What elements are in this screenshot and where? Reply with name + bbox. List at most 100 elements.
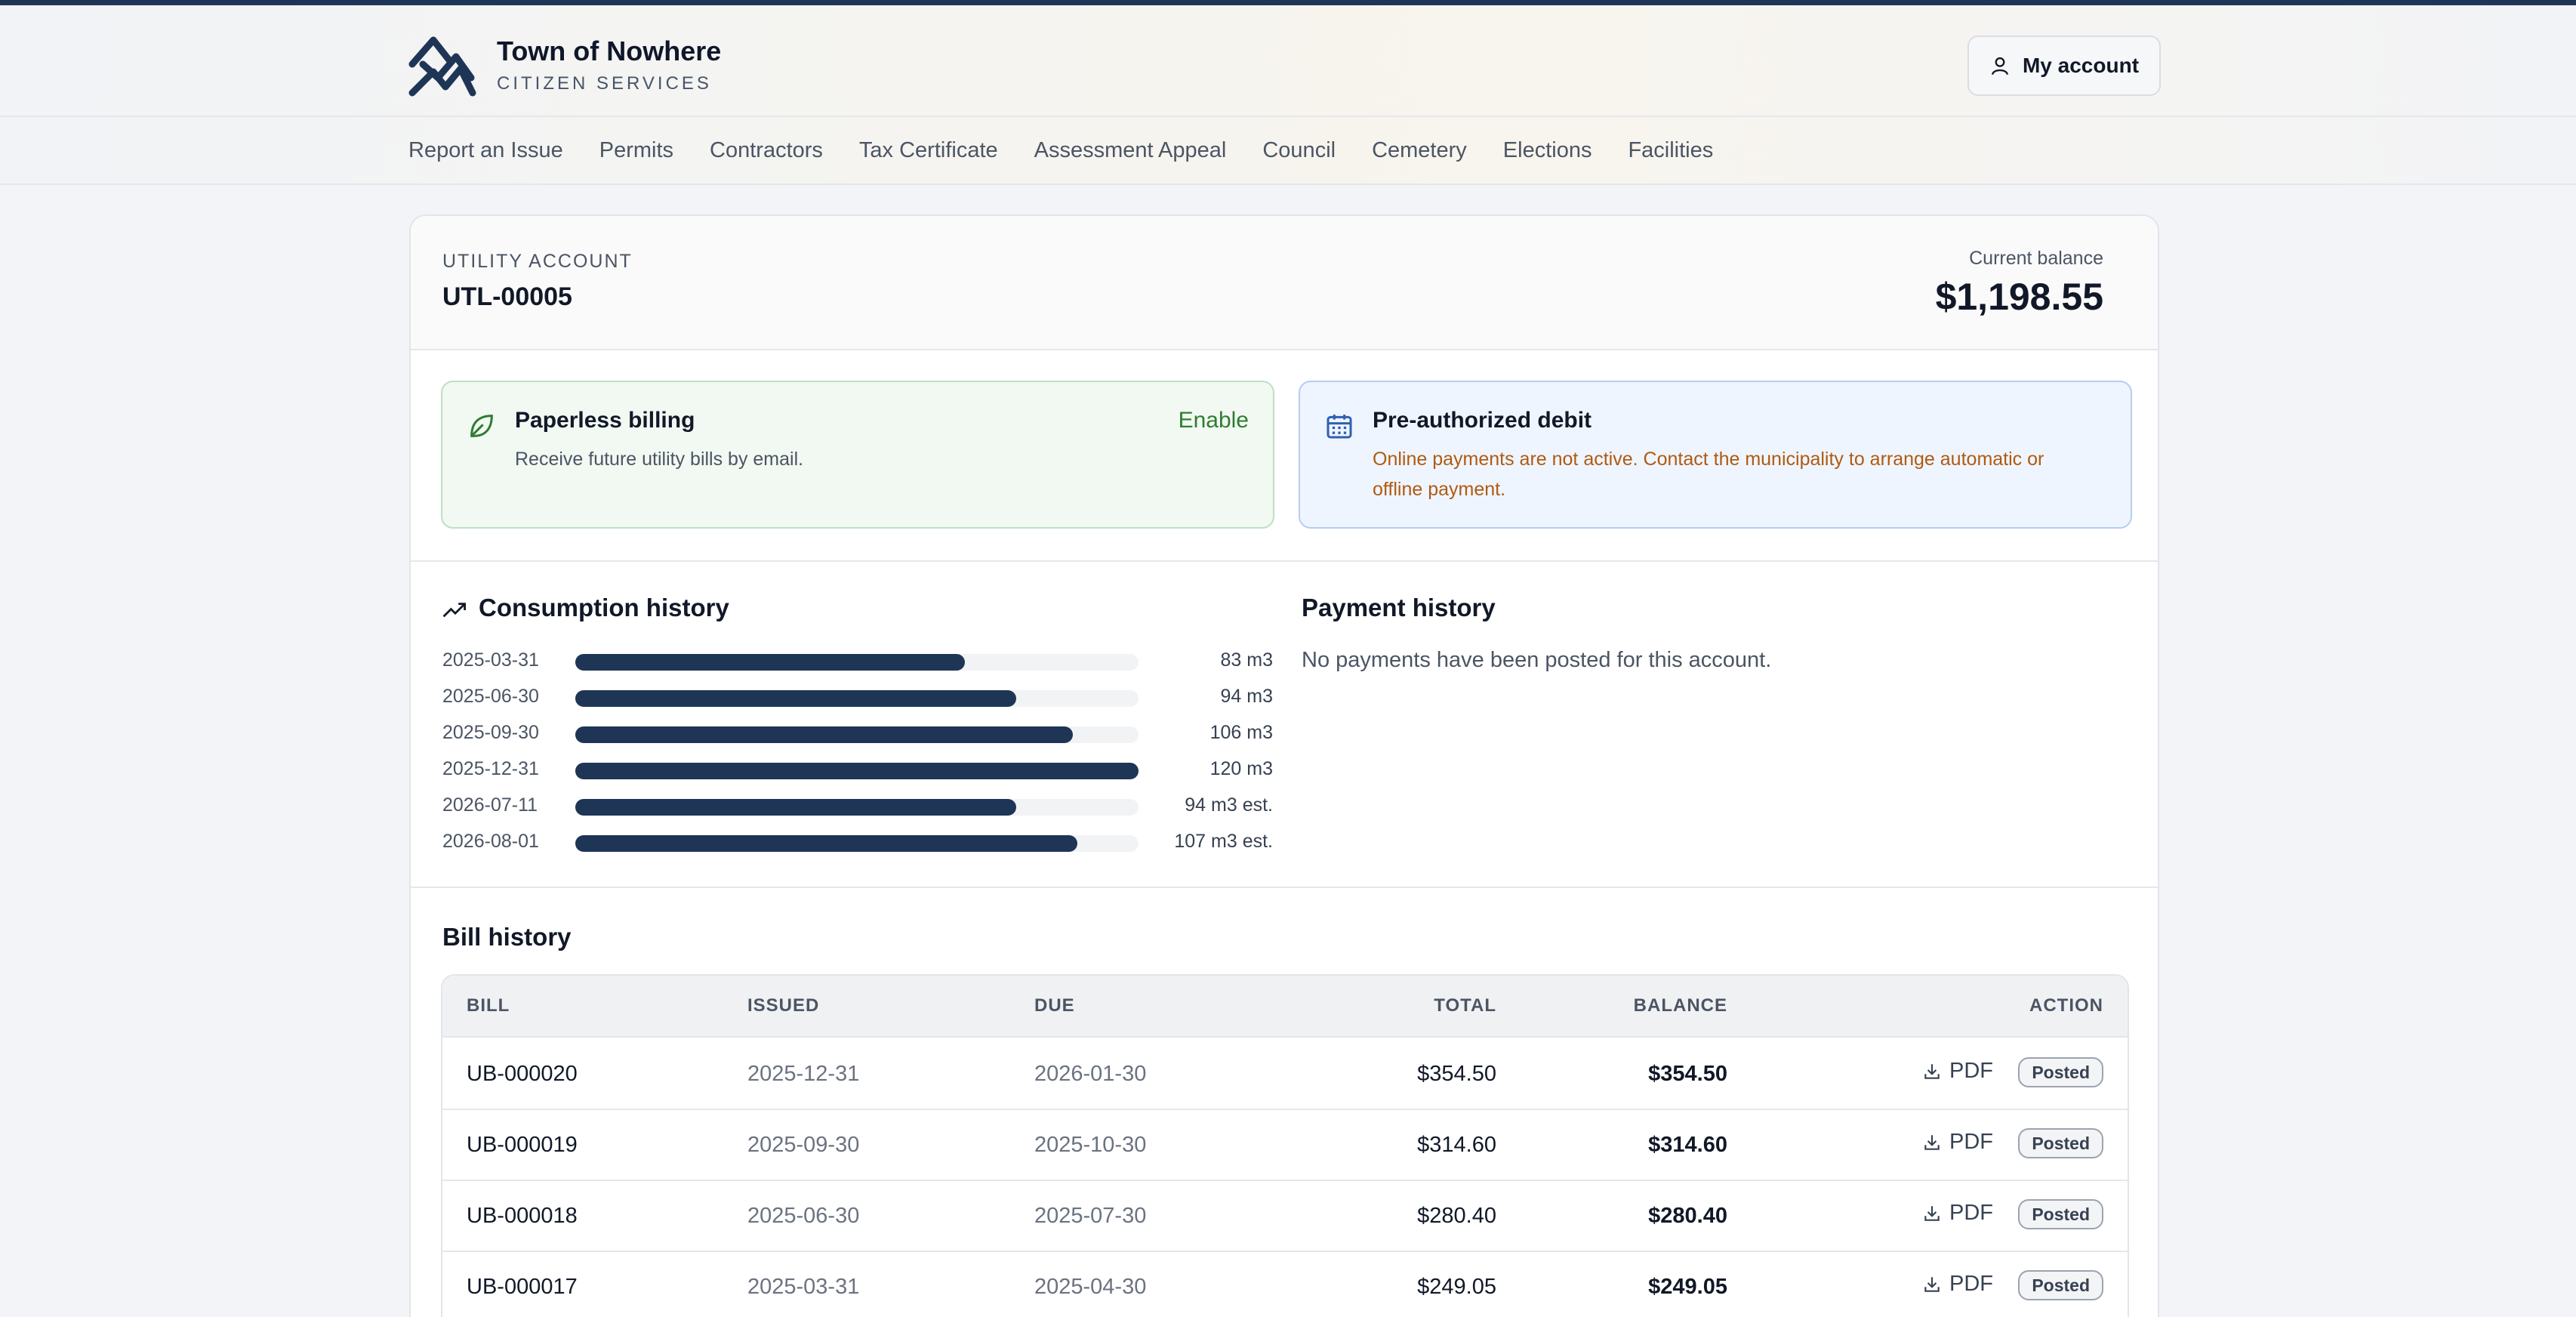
consumption-date: 2025-06-30 (442, 686, 539, 707)
consumption-bar (575, 835, 1077, 852)
status-badge: Posted (2018, 1128, 2103, 1158)
user-icon (1991, 57, 2009, 76)
payment-history-empty: No payments have been posted for this ac… (1302, 648, 1772, 672)
table-row: UB-000017 2025-03-31 2025-04-30 $249.05 $249… (442, 1252, 2128, 1317)
brand-title[interactable]: Town of Nowhere (497, 35, 722, 66)
bill-number[interactable]: UB-000017 (467, 1275, 578, 1299)
consumption-bar (575, 763, 1139, 779)
consumption-row: 2025-03-31 83 m3 (442, 649, 1273, 672)
column-action: ACTION (2029, 995, 2103, 1016)
table-row: UB-000019 2025-09-30 2025-10-30 $314.60 $314… (442, 1110, 2128, 1181)
consumption-date: 2026-07-11 (442, 794, 538, 816)
download-pdf-label: PDF (1949, 1130, 1993, 1154)
consumption-bar (575, 726, 1073, 743)
section-divider (411, 560, 2158, 562)
nav-item-cemetery[interactable]: Cemetery (1372, 137, 1467, 162)
enable-paperless-button[interactable]: Enable (1178, 408, 1249, 433)
consumption-row: 2025-09-30 106 m3 (442, 722, 1273, 745)
table-row: UB-000018 2025-06-30 2025-07-30 $280.40 $280… (442, 1181, 2128, 1252)
bill-number[interactable]: UB-000019 (467, 1133, 578, 1157)
download-icon (1924, 1205, 1940, 1221)
download-pdf-link[interactable]: PDF (1922, 1059, 1993, 1084)
bill-number[interactable]: UB-000018 (467, 1204, 578, 1228)
section-divider (411, 887, 2158, 888)
bill-balance: $354.50 (1648, 1062, 1727, 1086)
current-balance: $1,198.55 (1935, 276, 2103, 318)
consumption-date: 2025-03-31 (442, 649, 539, 671)
bill-due-date: 2025-10-30 (1034, 1133, 1147, 1157)
bill-history-title: Bill history (442, 923, 572, 951)
nav-item-elections[interactable]: Elections (1502, 137, 1592, 162)
bill-number[interactable]: UB-000020 (467, 1062, 578, 1086)
bill-total: $354.50 (1417, 1062, 1496, 1086)
nav-item-permits[interactable]: Permits (599, 137, 674, 162)
table-header: BILL ISSUED DUE TOTAL BALANCE ACTION (442, 976, 2128, 1038)
consumption-bar-track (575, 799, 1139, 816)
column-bill: BILL (467, 995, 510, 1016)
trending-up-icon (442, 603, 466, 618)
consumption-bar-track (575, 763, 1139, 779)
consumption-value: 94 m3 est. (1185, 794, 1273, 816)
consumption-value: 94 m3 (1220, 686, 1273, 707)
consumption-value: 120 m3 (1209, 758, 1273, 779)
consumption-history-title: Consumption history (479, 594, 729, 621)
bill-balance: $314.60 (1648, 1133, 1727, 1157)
consumption-bar-track (575, 726, 1139, 743)
consumption-bar (575, 654, 965, 671)
bill-issued-date: 2025-03-31 (747, 1275, 860, 1299)
bill-issued-date: 2025-06-30 (747, 1204, 860, 1228)
consumption-row: 2026-07-11 94 m3 est. (442, 794, 1273, 817)
utility-account-card: UTILITY ACCOUNT UTL-00005 Current balanc… (409, 214, 2159, 1317)
site-header: Town of Nowhere CITIZEN SERVICES My acco… (0, 5, 2576, 116)
paperless-billing-title: Paperless billing (515, 408, 695, 433)
bill-total: $249.05 (1417, 1275, 1496, 1299)
download-icon (1924, 1063, 1940, 1079)
bill-issued-date: 2025-12-31 (747, 1062, 860, 1086)
account-header: UTILITY ACCOUNT UTL-00005 Current balanc… (411, 216, 2158, 350)
bill-issued-date: 2025-09-30 (747, 1133, 860, 1157)
consumption-bar-track (575, 835, 1139, 852)
consumption-value: 83 m3 (1220, 649, 1273, 671)
download-pdf-link[interactable]: PDF (1922, 1201, 1993, 1226)
nav-links: Report an Issue Permits Contractors Tax Cer… (408, 117, 1713, 184)
download-pdf-label: PDF (1949, 1272, 1993, 1296)
consumption-row: 2026-08-01 107 m3 est. (442, 831, 1273, 853)
my-account-label: My account (2022, 54, 2140, 77)
download-pdf-label: PDF (1949, 1201, 1993, 1225)
consumption-date: 2025-09-30 (442, 722, 539, 743)
download-pdf-link[interactable]: PDF (1922, 1272, 1993, 1297)
town-logo[interactable] (408, 34, 477, 97)
nav-item-assessment-appeal[interactable]: Assessment Appeal (1034, 137, 1227, 162)
consumption-bar-track (575, 690, 1139, 707)
consumption-bar-track (575, 654, 1139, 671)
bill-total: $314.60 (1417, 1133, 1496, 1157)
nav-item-facilities[interactable]: Facilities (1628, 137, 1714, 162)
status-badge: Posted (2018, 1270, 2103, 1300)
consumption-value: 107 m3 est. (1174, 831, 1273, 852)
my-account-button[interactable]: My account (1967, 35, 2161, 96)
consumption-date: 2025-12-31 (442, 758, 539, 779)
consumption-bar (575, 799, 1016, 816)
nav-item-contractors[interactable]: Contractors (710, 137, 823, 162)
consumption-bar (575, 690, 1016, 707)
download-icon (1924, 1276, 1940, 1292)
nav-item-tax-certificate[interactable]: Tax Certificate (858, 137, 998, 162)
payment-history-title: Payment history (1302, 594, 1496, 621)
bill-due-date: 2026-01-30 (1034, 1062, 1147, 1086)
account-type-label: UTILITY ACCOUNT (442, 251, 633, 272)
top-accent-bar (0, 0, 2576, 5)
download-pdf-label: PDF (1949, 1059, 1993, 1083)
consumption-date: 2026-08-01 (442, 831, 539, 852)
nav-item-report-an-issue[interactable]: Report an Issue (408, 137, 563, 162)
bill-due-date: 2025-07-30 (1034, 1204, 1147, 1228)
bill-history-table: BILL ISSUED DUE TOTAL BALANCE ACTION UB-… (441, 974, 2129, 1317)
nav-item-council[interactable]: Council (1262, 137, 1336, 162)
paperless-billing-description: Receive future utility bills by email. (515, 449, 804, 470)
table-row: UB-000020 2025-12-31 2026-01-30 $354.50 $354… (442, 1039, 2128, 1110)
brand-subtitle: CITIZEN SERVICES (497, 73, 712, 94)
bill-balance: $280.40 (1648, 1204, 1727, 1228)
preauthorized-debit-description: Online payments are not active. Contact … (1373, 449, 2044, 500)
preauthorized-debit-card: Pre-authorized debit Online payments are… (1299, 381, 2132, 529)
consumption-value: 106 m3 (1209, 722, 1273, 743)
download-pdf-link[interactable]: PDF (1922, 1130, 1993, 1155)
